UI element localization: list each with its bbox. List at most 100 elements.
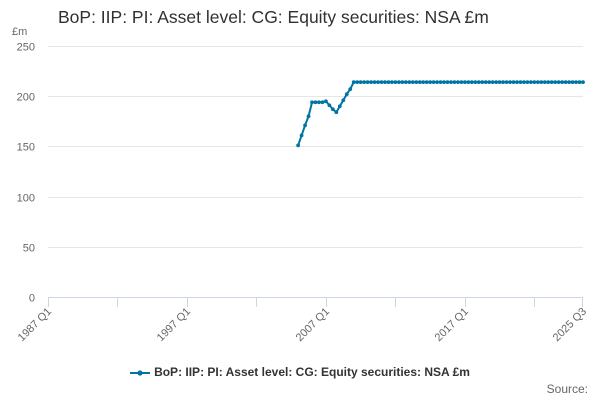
gridlines	[48, 46, 583, 298]
data-point[interactable]	[435, 80, 439, 85]
data-point[interactable]	[511, 80, 516, 85]
y-tick-label: 100	[17, 193, 35, 205]
data-point[interactable]	[563, 80, 568, 85]
data-point[interactable]	[456, 80, 460, 85]
data-point[interactable]	[310, 100, 314, 105]
data-point[interactable]	[567, 80, 571, 85]
data-point[interactable]	[351, 80, 356, 85]
data-point[interactable]	[365, 80, 370, 85]
data-point[interactable]	[469, 80, 474, 85]
series-line	[297, 81, 583, 146]
data-point[interactable]	[497, 80, 502, 85]
data-point[interactable]	[553, 80, 558, 85]
data-point[interactable]	[476, 80, 481, 85]
data-point[interactable]	[386, 80, 391, 85]
data-point[interactable]	[296, 143, 301, 148]
data-point[interactable]	[372, 80, 377, 85]
data-point[interactable]	[396, 80, 401, 85]
data-point[interactable]	[417, 80, 422, 85]
chart-title: BoP: IIP: PI: Asset level: CG: Equity se…	[58, 7, 489, 27]
data-point[interactable]	[410, 80, 415, 85]
x-tick-label: 1997 Q1	[155, 306, 193, 344]
data-point[interactable]	[320, 100, 325, 105]
data-point[interactable]	[306, 114, 311, 119]
data-point[interactable]	[462, 80, 467, 85]
data-point[interactable]	[334, 110, 339, 115]
data-point[interactable]	[490, 80, 495, 85]
data-point[interactable]	[390, 80, 394, 85]
data-point[interactable]	[546, 80, 551, 85]
data-point[interactable]	[327, 103, 332, 108]
data-point[interactable]	[348, 87, 353, 92]
y-tick-label: 200	[17, 92, 35, 104]
data-point[interactable]	[431, 80, 436, 85]
data-point[interactable]	[487, 80, 492, 85]
data-point[interactable]	[369, 80, 373, 85]
series-layer	[296, 80, 585, 148]
data-point[interactable]	[330, 107, 335, 112]
y-tick-label: 250	[17, 42, 35, 54]
data-point[interactable]	[317, 100, 321, 105]
data-point[interactable]	[358, 80, 363, 85]
data-point[interactable]	[379, 80, 384, 85]
data-point[interactable]	[407, 80, 412, 85]
data-point[interactable]	[542, 80, 547, 85]
data-point[interactable]	[344, 92, 349, 97]
data-point[interactable]	[428, 80, 433, 85]
data-point[interactable]	[574, 80, 578, 85]
data-point[interactable]	[324, 99, 328, 104]
x-axis: 1987 Q1 1997 Q1 2007 Q1 2017 Q1 2025 Q3	[16, 297, 589, 344]
data-point[interactable]	[403, 80, 408, 85]
data-point[interactable]	[494, 80, 499, 85]
y-axis-unit-label: £m	[12, 26, 28, 38]
data-point[interactable]	[442, 80, 446, 85]
data-point[interactable]	[421, 80, 426, 85]
legend-series-swatch-icon	[130, 370, 151, 376]
data-point[interactable]	[303, 123, 307, 128]
x-tick-label: 2025 Q3	[551, 306, 589, 344]
data-point[interactable]	[480, 80, 485, 85]
data-point[interactable]	[556, 80, 561, 85]
data-point[interactable]	[376, 80, 380, 85]
data-point[interactable]	[337, 104, 342, 109]
legend[interactable]: BoP: IIP: PI: Asset level: CG: Equity se…	[0, 365, 600, 379]
data-point[interactable]	[362, 80, 367, 85]
data-point[interactable]	[393, 80, 398, 85]
data-point[interactable]	[539, 80, 544, 85]
data-point[interactable]	[445, 80, 450, 85]
data-point[interactable]	[313, 100, 318, 105]
data-point[interactable]	[549, 80, 554, 85]
data-point[interactable]	[508, 80, 512, 85]
x-tick-label: 1987 Q1	[16, 306, 54, 344]
data-point[interactable]	[438, 80, 443, 85]
data-point[interactable]	[466, 80, 471, 85]
data-point[interactable]	[525, 80, 530, 85]
data-point[interactable]	[570, 80, 575, 85]
data-point[interactable]	[581, 80, 585, 85]
data-point[interactable]	[414, 80, 419, 85]
data-point[interactable]	[459, 80, 464, 85]
data-point[interactable]	[449, 80, 453, 85]
data-point[interactable]	[452, 80, 457, 85]
data-point[interactable]	[355, 80, 360, 85]
data-point[interactable]	[299, 133, 304, 138]
y-tick-label: 150	[17, 142, 35, 154]
data-point[interactable]	[577, 80, 582, 85]
data-point[interactable]	[522, 80, 526, 85]
data-point[interactable]	[504, 80, 509, 85]
data-point[interactable]	[424, 80, 429, 85]
data-point[interactable]	[400, 80, 405, 85]
data-point[interactable]	[483, 80, 488, 85]
legend-series-label: BoP: IIP: PI: Asset level: CG: Equity se…	[154, 365, 470, 379]
data-point[interactable]	[532, 80, 537, 85]
data-point[interactable]	[501, 80, 505, 85]
data-point[interactable]	[560, 80, 565, 85]
data-point[interactable]	[515, 80, 519, 85]
data-point[interactable]	[341, 98, 346, 103]
data-point[interactable]	[383, 80, 387, 85]
data-point[interactable]	[473, 80, 478, 85]
data-point[interactable]	[518, 80, 523, 85]
data-point[interactable]	[535, 80, 540, 85]
data-point[interactable]	[528, 80, 533, 85]
y-tick-label: 50	[23, 243, 35, 255]
